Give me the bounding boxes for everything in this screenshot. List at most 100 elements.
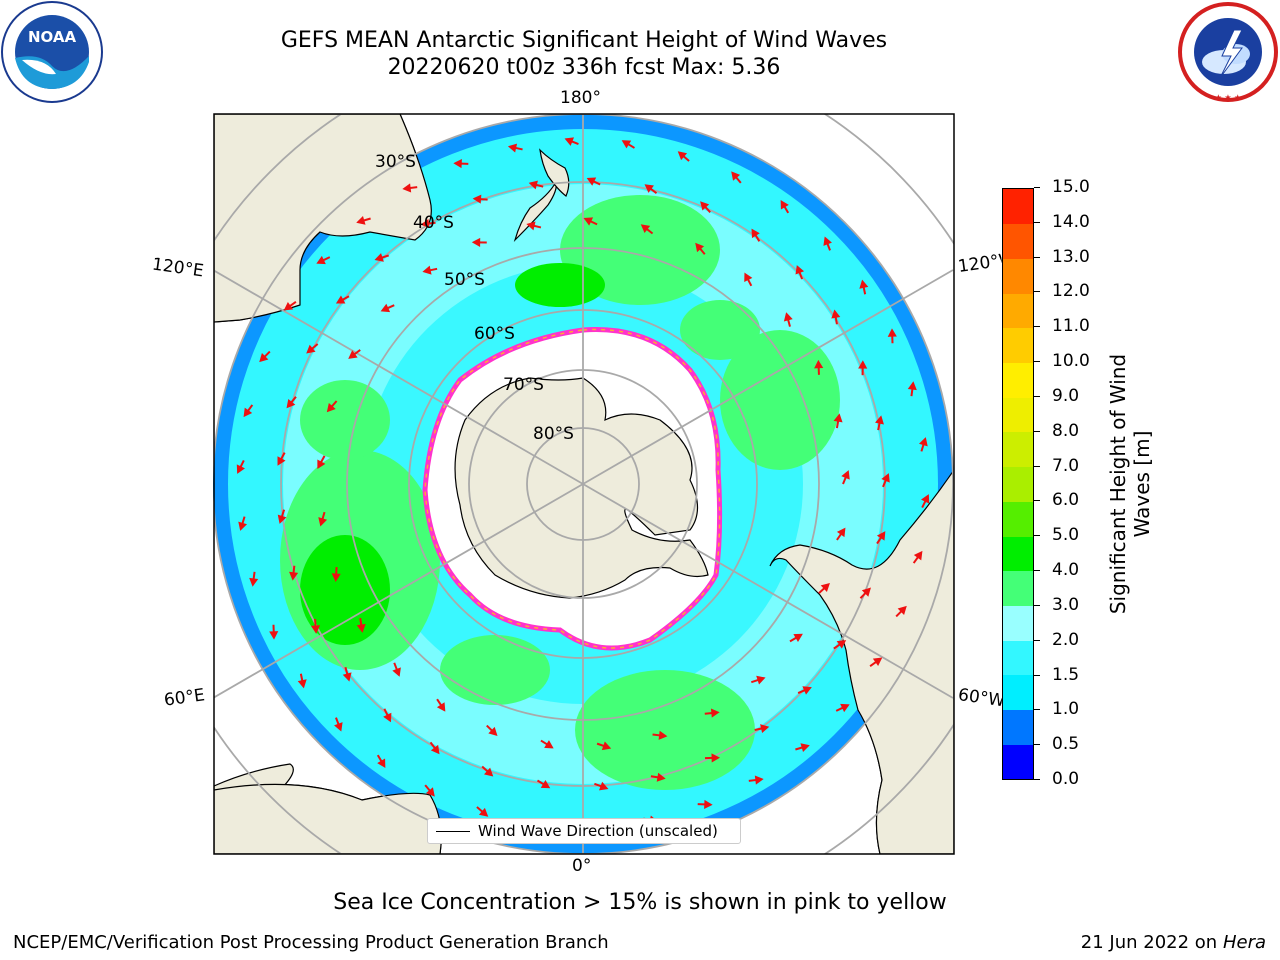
wave-arrow-head — [754, 775, 764, 785]
wave-arrow-head — [374, 253, 384, 262]
wave-arrow-head — [656, 772, 666, 782]
colorbar-segment — [1003, 362, 1033, 398]
lat-label-50s: 50°S — [444, 270, 485, 290]
wave-arrow-head — [289, 571, 299, 581]
wave-arrow-head — [795, 265, 805, 275]
wave-arrow-head — [236, 464, 245, 474]
wave-arrow-head — [383, 712, 392, 723]
wave-arrow-head — [802, 686, 812, 695]
wave-arrow-head — [921, 494, 930, 504]
map-legend: Wind Wave Direction (unscaled) — [427, 818, 741, 844]
colorbar-tick-label: 15.0 — [1052, 177, 1090, 197]
colorbar-segment — [1003, 605, 1033, 641]
colorbar-segment — [1003, 570, 1033, 606]
wave-arrow-head — [356, 623, 366, 633]
wave-arrow-head — [306, 344, 316, 354]
wave-arrow-head — [710, 708, 720, 718]
colorbar-tick-label: 3.0 — [1052, 594, 1080, 615]
noaa-logo: NOAA — [1, 1, 103, 103]
wave-arrow-head — [471, 237, 481, 247]
colorbar-tick-label: 8.0 — [1052, 420, 1080, 441]
wave-arrow-head — [840, 703, 850, 713]
lat-label-70s: 70°S — [503, 375, 544, 395]
colorbar-title: Significant Height of Wind Waves [m] — [1106, 353, 1154, 615]
colorbar-tick — [1034, 604, 1040, 606]
wave-arrow-head — [700, 201, 710, 211]
colorbar-tick-label: 2.0 — [1052, 629, 1080, 650]
wave-arrow-head — [316, 255, 326, 265]
wave-arrow-head — [621, 140, 632, 149]
colorbar-segment — [1003, 640, 1033, 676]
wave-arrow-head — [402, 183, 412, 193]
wave-arrow-head — [780, 200, 789, 210]
wave-arrow-head — [277, 456, 286, 466]
run-date: 21 Jun 2022 on Hera — [1081, 932, 1266, 953]
colorbar-tick-label: 9.0 — [1052, 385, 1080, 406]
colorbar-tick-label: 5.0 — [1052, 525, 1080, 546]
wave-arrow-head — [540, 780, 551, 789]
wave-arrow-head — [833, 413, 843, 423]
wave-arrow-head — [859, 279, 869, 289]
sea-ice-note: Sea Ice Concentration > 15% is shown in … — [333, 890, 947, 915]
colorbar-tick — [1034, 709, 1040, 711]
colorbar-tick-label: 7.0 — [1052, 455, 1080, 476]
wave-arrow-head — [744, 272, 753, 283]
colorbar-segment — [1003, 431, 1033, 468]
wave-arrow-head — [243, 407, 253, 418]
colorbar-segment — [1003, 536, 1033, 572]
colorbar-tick — [1034, 291, 1040, 293]
wave-arrow-head — [356, 215, 366, 225]
colorbar-tick-label: 1.0 — [1052, 699, 1080, 720]
wave-arrow-head — [392, 667, 401, 677]
wave-arrow-head — [872, 657, 883, 667]
svg-text:★ ★ ★: ★ ★ ★ — [1215, 93, 1242, 102]
wave-arrow-head — [453, 159, 462, 169]
colorbar-tick — [1034, 221, 1040, 223]
wave-arrow-head — [249, 577, 259, 587]
wave-arrow-head — [297, 679, 307, 689]
wave-arrow-head — [544, 740, 554, 749]
wave-arrow-head — [342, 672, 352, 682]
wave-arrow-head — [704, 799, 713, 809]
colorbar-segment — [1003, 674, 1033, 711]
wave-arrow-head — [326, 402, 336, 413]
colorbar-segment — [1003, 223, 1033, 259]
wave-arrow-head — [760, 724, 770, 734]
colorbar-tick-label: 1.5 — [1052, 664, 1080, 685]
colorbar-segment — [1003, 258, 1033, 294]
wave-arrow-head — [913, 550, 923, 561]
lat-label-30s: 30°S — [375, 152, 416, 172]
wave-arrow-head — [756, 675, 766, 685]
colorbar-tick — [1034, 674, 1040, 676]
lat-label-80s: 80°S — [533, 424, 574, 444]
wave-arrow-head — [751, 228, 760, 239]
wave-arrow-head — [507, 143, 518, 153]
wave-arrow-head — [283, 301, 294, 311]
colorbar-tick-label: 13.0 — [1052, 246, 1090, 267]
wave-arrow-head — [425, 787, 435, 797]
wave-arrow-head — [526, 221, 536, 231]
wave-arrow-head — [731, 171, 741, 181]
wave-arrow-head — [897, 605, 907, 615]
wave-arrow-head — [586, 177, 597, 186]
wave-arrow-head — [695, 242, 705, 253]
colorbar-tick — [1034, 395, 1040, 397]
land-antarctica — [454, 377, 709, 599]
colorbar — [1002, 188, 1034, 780]
lat-label-60s: 60°S — [474, 324, 515, 344]
wave-arrow-head — [286, 398, 296, 409]
wave-arrow-head — [601, 741, 612, 751]
colorbar-segment — [1003, 397, 1033, 433]
wave-arrow-head — [238, 521, 248, 531]
colorbar-tick — [1034, 430, 1040, 432]
wave-arrow-head — [472, 194, 482, 204]
wave-arrow-head — [876, 531, 886, 541]
wave-arrow-head — [422, 265, 432, 275]
colorbar-tick — [1034, 570, 1040, 572]
colorbar-tick-label: 10.0 — [1052, 351, 1090, 372]
map-title: GEFS MEAN Antarctic Significant Height o… — [280, 28, 888, 53]
colorbar-segment — [1003, 501, 1033, 537]
wave-arrow-head — [861, 587, 871, 597]
colorbar-tick-label: 6.0 — [1052, 490, 1080, 511]
lat-label-40s: 40°S — [413, 213, 454, 233]
